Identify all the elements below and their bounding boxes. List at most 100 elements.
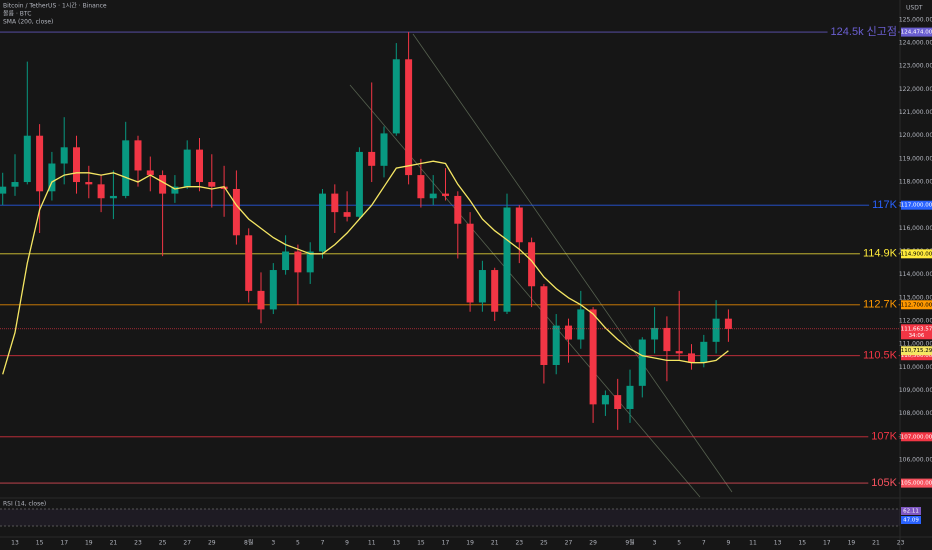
x-tick-label: 11 [749,540,757,547]
level-label-bg [859,247,899,260]
price-axis-bg [900,0,932,550]
candle-body [663,327,671,352]
candle-body [0,186,7,194]
candle-body [232,188,240,236]
x-tick-label: 21 [110,540,118,547]
candle-body [565,325,572,340]
candle-body [478,270,486,303]
candle-body [245,235,253,291]
x-tick-label: 15 [36,540,44,547]
candle-body [36,135,44,192]
axis-tag [901,478,932,488]
level-label-bg [827,25,898,39]
x-tick-label: 29 [589,540,597,547]
rsi-tag-label: 62.11 [903,509,919,515]
level-label: 105K [871,477,897,489]
x-tick-label: 19 [466,540,474,547]
candle-body [196,149,203,183]
y-tick-label: 119,000.00 [899,155,932,162]
x-tick-label: 25 [540,540,548,547]
candle-body [417,175,425,199]
x-tick-label: 21 [872,540,880,547]
axis-tag-label: 117,000.00 [901,203,932,209]
axis-tag [901,432,932,442]
level-label-bg [869,199,899,212]
candle-body [491,270,499,312]
axis-tag-label: 105,000.00 [901,481,932,487]
trend-channel [349,84,701,498]
y-tick-label: 109,000.00 [899,387,932,394]
y-tick-label: 122,000.00 [899,86,932,93]
candle-body [466,223,474,303]
x-tick-label: 17 [60,540,68,547]
level-label: 114.9K [863,248,898,260]
y-tick-label: 113,000.00 [899,294,932,301]
level-label: 124.5k 신고점 [831,25,897,38]
candle-body [257,290,265,310]
candle-body [122,140,130,196]
y-tick-label: 118,000.00 [899,179,932,186]
x-tick-label: 19 [85,540,93,547]
x-tick-label: 3 [653,540,657,547]
axis-tag-label: 107,000.00 [901,434,932,440]
candle-body [454,195,462,224]
level-label: 112.7K [863,299,898,311]
price-tag-countdown: 34:06 [909,333,925,339]
candle-body [577,309,585,340]
candle-body [712,318,720,342]
y-tick-label: 125,000.00 [899,16,932,23]
axis-tag-label: 112,700.00 [901,302,932,308]
x-tick-label: 9 [345,540,349,547]
x-tick-label: 21 [491,540,499,547]
candle-body [319,193,326,252]
candle-body [540,286,548,365]
price-tag [901,324,932,340]
candle-body [368,151,376,166]
x-tick-label: 15 [798,540,806,547]
y-tick-label: 116,000.00 [899,225,932,232]
candle-body [442,193,449,196]
x-tick-label: 25 [159,540,167,547]
candle-body [614,395,622,409]
x-tick-label: 9월 [625,539,634,547]
x-tick-label: 19 [848,540,856,547]
candle-body [208,182,216,187]
marks [0,31,900,484]
y-tick-label: 106,000.00 [899,456,932,463]
candle-body [171,186,179,194]
candle-body [503,207,511,312]
x-tick-label: 9 [726,540,730,547]
level-label-bg [868,430,899,443]
x-tick-label: 3 [271,540,275,547]
y-tick-label: 124,000.00 [899,40,932,47]
axis-tag [901,249,932,259]
candle-body [380,133,388,166]
x-tick-label: 23 [134,540,142,547]
x-tick-label: 29 [208,540,216,547]
x-tick-label: 23 [897,540,905,547]
axis-tag [901,351,932,361]
x-tick-label: 17 [823,540,831,547]
level-label: 117K [872,199,898,211]
axis-tag-label: 124,474.00 [901,30,932,36]
candle-body [355,151,363,217]
axis-tag [901,27,932,37]
x-tick-label: 7 [702,540,706,547]
x-tick-label: 13 [392,540,400,547]
candle-body [294,251,302,273]
candle-body [724,318,732,329]
sma-line [2,160,729,375]
axis-tag [901,300,932,310]
candle-body [183,149,191,187]
y-tick-label: 110,000.00 [899,364,932,371]
x-tick-label: 11 [368,540,376,547]
price-tag-label: 111,663.57 [901,326,932,332]
y-tick-label: 121,000.00 [899,109,932,116]
candle-body [134,140,142,171]
candle-body [109,195,117,199]
x-tick-label: 8월 [244,539,253,547]
y-tick-label: 123,000.00 [899,63,932,70]
candle-body [601,395,609,405]
trend-channel [412,33,733,493]
candle-body [97,184,105,199]
